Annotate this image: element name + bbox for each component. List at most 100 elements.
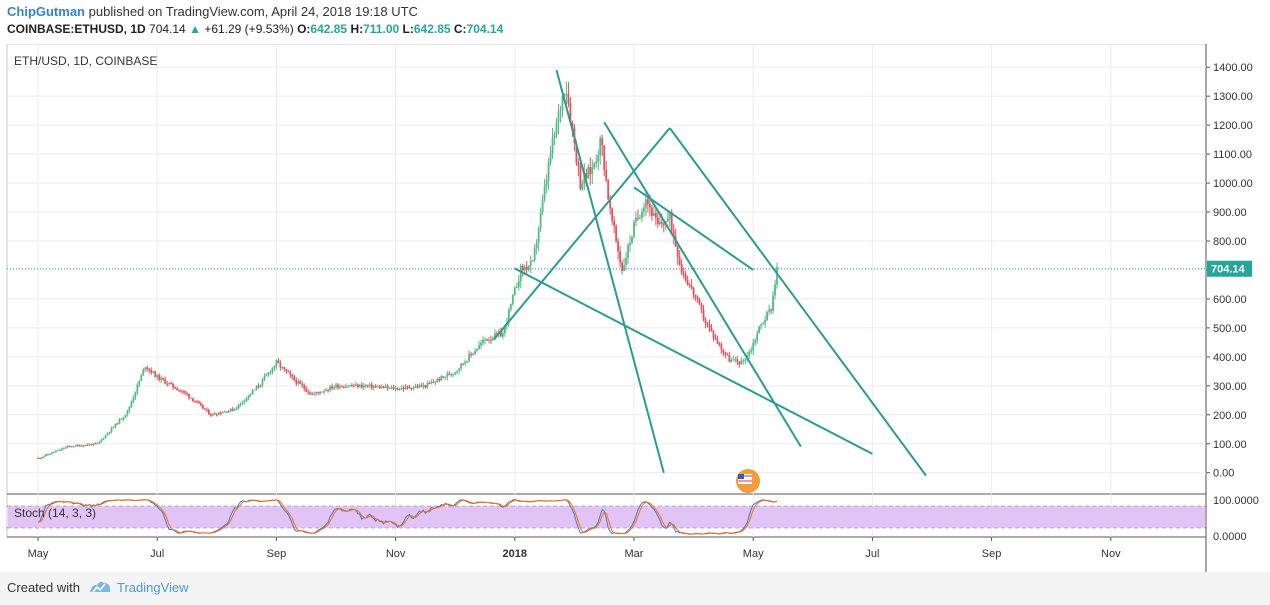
candle <box>511 294 514 304</box>
candle <box>519 265 522 282</box>
candle <box>676 246 679 258</box>
price-tick-label: 300.00 <box>1213 381 1247 393</box>
candle <box>563 94 566 96</box>
candle <box>132 397 135 402</box>
candle <box>486 339 488 341</box>
candle <box>108 431 111 434</box>
candle <box>144 367 147 370</box>
candle <box>666 218 669 222</box>
candle <box>231 408 234 411</box>
candle <box>426 383 429 388</box>
candle <box>748 351 751 356</box>
footer: Created with TradingView <box>0 572 1270 605</box>
candle <box>543 186 546 200</box>
candle <box>670 212 673 231</box>
close-value: 704.14 <box>466 22 504 36</box>
author-link[interactable]: ChipGutman <box>7 4 85 19</box>
candle <box>643 207 645 212</box>
candle <box>559 110 562 112</box>
candle <box>261 379 264 385</box>
candle <box>333 387 335 389</box>
candle <box>682 272 685 275</box>
price-tick-label: 600.00 <box>1213 294 1247 306</box>
candle <box>619 251 621 263</box>
candle <box>200 403 202 405</box>
candle <box>186 392 188 395</box>
candle <box>39 457 41 459</box>
candle <box>702 309 705 320</box>
candle <box>762 323 765 325</box>
candle <box>770 309 772 311</box>
price-tick-label: 1000.00 <box>1213 178 1253 190</box>
candle <box>529 260 532 267</box>
candle <box>402 387 405 389</box>
ohlc-line: COINBASE:ETHUSD, 1D 704.14 ▲ +61.29 (+9.… <box>7 22 503 36</box>
candle <box>690 285 693 288</box>
trendlines[interactable] <box>493 69 927 477</box>
candle <box>172 383 174 388</box>
candle <box>247 394 250 398</box>
candle <box>291 374 294 377</box>
candle <box>724 352 727 355</box>
price-tick-label: 100.00 <box>1213 439 1247 451</box>
candle <box>321 391 323 393</box>
candle <box>152 371 155 373</box>
candle <box>366 385 369 387</box>
candle <box>611 208 614 221</box>
chart-frame <box>6 43 1207 538</box>
candle <box>456 370 459 373</box>
candle <box>490 339 492 341</box>
candle <box>86 444 89 446</box>
candle <box>517 281 520 287</box>
candle <box>575 142 578 163</box>
candle <box>196 401 198 403</box>
candle <box>436 379 439 382</box>
candle <box>90 444 93 446</box>
candle <box>641 211 643 218</box>
price-tick-label: 200.00 <box>1213 410 1247 422</box>
candle <box>645 199 647 208</box>
candle <box>541 199 544 213</box>
candle <box>110 428 113 432</box>
chart-area[interactable]: 0.00 100.00 200.00 300.00 400.00 500.00 600.00… <box>0 43 1270 572</box>
tradingview-logo-icon[interactable] <box>88 578 112 596</box>
candle <box>549 154 552 163</box>
candle <box>474 351 476 354</box>
price-tick-label: 1200.00 <box>1213 120 1253 132</box>
candle <box>533 247 536 261</box>
candle <box>82 445 85 447</box>
candle <box>742 360 745 362</box>
candle <box>766 311 769 320</box>
candle <box>378 386 381 389</box>
candle <box>70 446 73 448</box>
candle <box>635 217 637 222</box>
candle <box>94 443 97 445</box>
candle <box>43 456 45 458</box>
last-price-badge <box>1207 260 1252 277</box>
candle <box>273 366 276 368</box>
candle <box>51 452 53 455</box>
candle <box>694 294 697 298</box>
candle <box>329 386 331 391</box>
candle <box>593 163 596 168</box>
candle <box>722 349 725 353</box>
candle <box>601 138 604 146</box>
candle <box>364 385 367 387</box>
candle <box>66 445 69 448</box>
candle <box>277 360 280 364</box>
candle <box>347 386 349 388</box>
price-tick-label: 800.00 <box>1213 236 1247 248</box>
candle <box>205 409 208 411</box>
candle <box>545 180 548 187</box>
candle <box>776 266 778 285</box>
candle <box>233 409 236 411</box>
candle <box>154 371 157 378</box>
candle <box>68 445 71 447</box>
candle <box>561 95 564 111</box>
candle <box>557 111 560 123</box>
tradingview-link[interactable]: TradingView <box>117 580 189 595</box>
candle <box>631 236 633 243</box>
up-arrow-icon: ▲ <box>189 22 201 36</box>
event-flag-icon[interactable] <box>736 469 760 493</box>
candle <box>49 454 51 456</box>
